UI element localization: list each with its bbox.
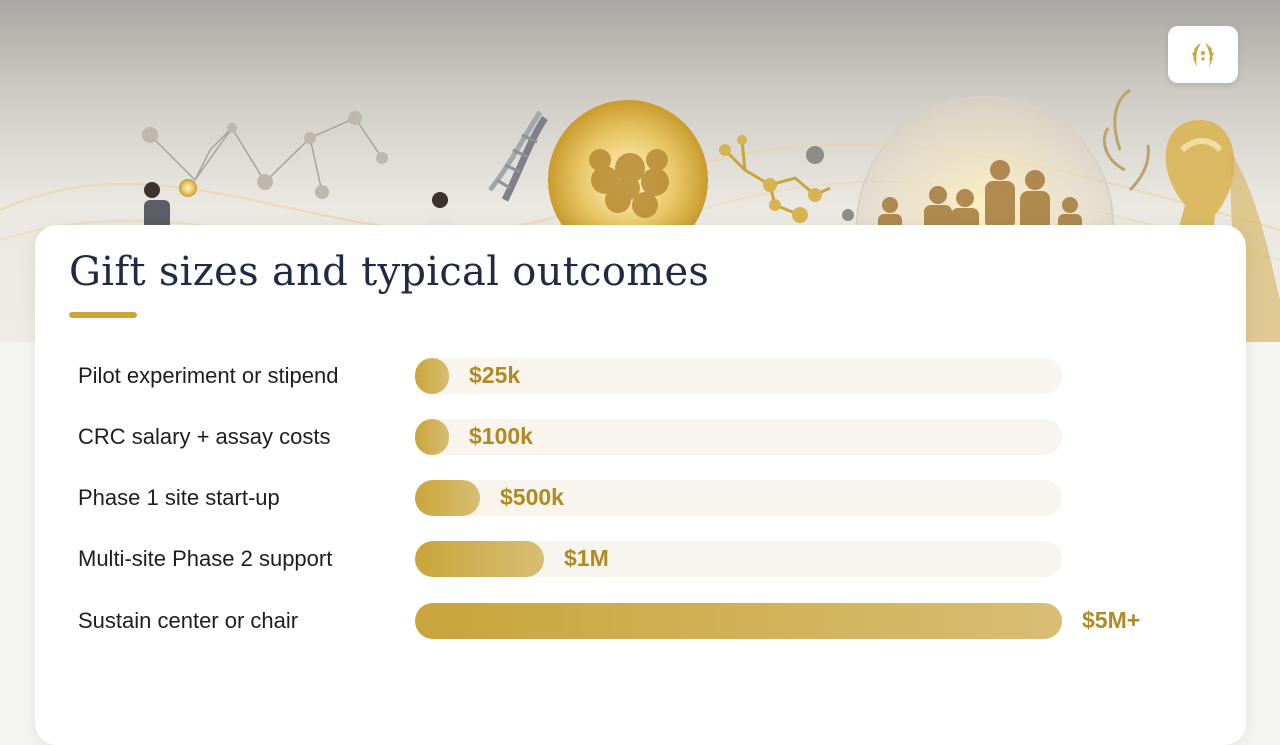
category-label: Sustain center or chair [78, 608, 299, 633]
bar-row: CRC salary + assay costs $100k [35, 419, 1246, 455]
bar-track [415, 419, 1062, 455]
title-underline [69, 312, 137, 318]
bar-row: Multi-site Phase 2 support $1M [35, 541, 1246, 577]
bar-track [415, 480, 1062, 516]
bar [415, 358, 449, 394]
bar [415, 603, 1062, 639]
bar-row: Pilot experiment or stipend $25k [35, 358, 1246, 394]
category-label: Phase 1 site start-up [78, 485, 280, 510]
value-label: $5M+ [1082, 607, 1141, 633]
page-title: Gift sizes and typical outcomes [69, 249, 710, 295]
bar [415, 480, 480, 516]
bar [415, 419, 449, 455]
value-label: $1M [564, 545, 609, 571]
bar-row: Phase 1 site start-up $500k [35, 480, 1246, 516]
category-label: Pilot experiment or stipend [78, 363, 339, 388]
content-card: Gift sizes and typical outcomes Pilot ex… [35, 225, 1246, 745]
category-label: Multi-site Phase 2 support [78, 546, 333, 571]
bar-track [415, 358, 1062, 394]
bar [415, 541, 544, 577]
bar-row: Sustain center or chair $5M+ [35, 603, 1246, 639]
category-label: CRC salary + assay costs [78, 424, 331, 449]
logo-button[interactable] [1168, 26, 1238, 83]
value-label: $25k [469, 362, 521, 388]
value-label: $500k [500, 484, 564, 510]
wheat-wreath-logo-icon [1192, 42, 1214, 67]
value-label: $100k [469, 423, 533, 449]
